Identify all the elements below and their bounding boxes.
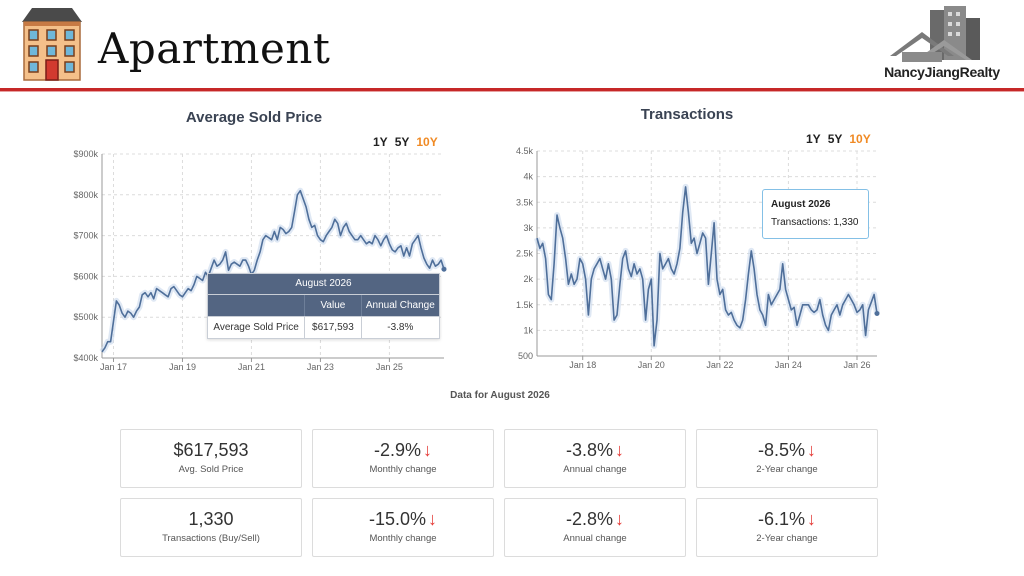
- y-tick-label: $600k: [73, 271, 98, 281]
- y-tick-label: 4.5k: [516, 146, 534, 156]
- x-tick-label: Jan 17: [100, 362, 127, 372]
- stat-label: Monthly change: [369, 464, 437, 475]
- y-tick-label: 500: [518, 351, 533, 361]
- range-5y-button[interactable]: 5Y: [827, 132, 843, 146]
- stat-label: Annual change: [563, 533, 627, 544]
- stat-value: 1,330: [188, 509, 234, 529]
- stat-card: -3.8% ↓ Annual change: [504, 429, 686, 488]
- stat-card: -15.0% ↓ Monthly change: [312, 498, 494, 557]
- company-logo: [890, 6, 980, 62]
- tooltip-header-row: Value Annual Change: [208, 294, 439, 316]
- company-logo-text: NancyJiangRealty: [884, 64, 1000, 80]
- y-tick-label: $900k: [73, 149, 98, 159]
- stat-label: Monthly change: [369, 533, 437, 544]
- avg-price-tooltip: August 2026 Value Annual Change Average …: [207, 273, 440, 339]
- tooltip-value: Transactions: 1,330: [771, 217, 859, 228]
- x-tick-label: Jan 19: [169, 362, 196, 372]
- y-tick-label: 3k: [523, 223, 533, 233]
- tooltip-col-change: Annual Change: [360, 295, 439, 316]
- apartment-building-icon: [22, 8, 82, 81]
- y-tick-label: $500k: [73, 312, 98, 322]
- stat-label: 2-Year change: [756, 464, 818, 475]
- stat-label: Transactions (Buy/Sell): [162, 533, 260, 544]
- x-tick-label: Jan 18: [569, 360, 596, 370]
- down-arrow-icon: ↓: [807, 440, 817, 460]
- x-tick-label: Jan 21: [238, 362, 265, 372]
- x-tick-label: Jan 20: [638, 360, 665, 370]
- y-tick-label: $400k: [73, 353, 98, 363]
- range-5y-button[interactable]: 5Y: [394, 135, 410, 149]
- range-10y-button[interactable]: 10Y: [849, 132, 871, 146]
- stat-card: $617,593 Avg. Sold Price: [120, 429, 302, 488]
- stat-value: -6.1% ↓: [757, 509, 817, 529]
- stat-label: Annual change: [563, 464, 627, 475]
- tooltip-row-value: $617,593: [304, 317, 361, 338]
- stat-value: -2.9% ↓: [373, 440, 433, 460]
- x-tick-label: Jan 25: [376, 362, 403, 372]
- stat-value: -15.0% ↓: [368, 509, 438, 529]
- data-point: [441, 266, 447, 272]
- data-point: [874, 310, 880, 316]
- y-tick-label: $800k: [73, 190, 98, 200]
- x-tick-label: Jan 26: [843, 360, 870, 370]
- x-tick-label: Jan 24: [775, 360, 802, 370]
- tooltip-data-row: Average Sold Price $617,593 -3.8%: [208, 316, 439, 338]
- stat-card: 1,330 Transactions (Buy/Sell): [120, 498, 302, 557]
- transactions-chart-title: Transactions: [640, 106, 734, 123]
- y-tick-label: 4k: [523, 172, 533, 182]
- y-tick-label: 3.5k: [516, 197, 534, 207]
- transactions-range-selector: 1Y 5Y 10Y: [799, 132, 871, 146]
- x-tick-label: Jan 22: [706, 360, 733, 370]
- stat-card: -8.5% ↓ 2-Year change: [696, 429, 878, 488]
- header-divider: [0, 88, 1024, 91]
- down-arrow-icon: ↓: [615, 509, 625, 529]
- y-tick-label: 2.5k: [516, 249, 534, 259]
- stat-value: -8.5% ↓: [757, 440, 817, 460]
- x-tick-label: Jan 23: [307, 362, 334, 372]
- tooltip-heading: August 2026: [208, 274, 439, 294]
- tooltip-row-label: Average Sold Price: [213, 322, 299, 333]
- data-period-label: Data for August 2026: [450, 390, 550, 401]
- stat-label: 2-Year change: [756, 533, 818, 544]
- y-tick-label: 1.5k: [516, 300, 534, 310]
- y-tick-label: 2k: [523, 274, 533, 284]
- tooltip-heading: August 2026: [771, 199, 831, 210]
- range-10y-button[interactable]: 10Y: [416, 135, 438, 149]
- header-divider-shadow: [0, 91, 1024, 92]
- stat-card: -6.1% ↓ 2-Year change: [696, 498, 878, 557]
- transactions-tooltip: August 2026 Transactions: 1,330: [762, 189, 869, 239]
- tooltip-header-blank: [208, 295, 304, 316]
- down-arrow-icon: ↓: [428, 509, 438, 529]
- y-tick-label: $700k: [73, 231, 98, 241]
- avg-price-chart-title: Average Sold Price: [185, 109, 323, 126]
- down-arrow-icon: ↓: [807, 509, 817, 529]
- avg-price-range-selector: 1Y 5Y 10Y: [366, 135, 438, 149]
- stat-label: Avg. Sold Price: [178, 464, 244, 475]
- header: Apartment NancyJiangRealty: [0, 0, 1024, 90]
- stat-value: -3.8% ↓: [565, 440, 625, 460]
- tooltip-col-value: Value: [304, 295, 361, 316]
- stat-value: -2.8% ↓: [565, 509, 625, 529]
- stat-card: -2.9% ↓ Monthly change: [312, 429, 494, 488]
- page-title: Apartment: [98, 24, 331, 73]
- stat-value: $617,593: [173, 440, 249, 460]
- stat-card: -2.8% ↓ Annual change: [504, 498, 686, 557]
- range-1y-button[interactable]: 1Y: [806, 132, 821, 146]
- range-1y-button[interactable]: 1Y: [373, 135, 388, 149]
- y-tick-label: 1k: [523, 325, 533, 335]
- tooltip-row-change: -3.8%: [360, 317, 439, 338]
- down-arrow-icon: ↓: [423, 440, 433, 460]
- down-arrow-icon: ↓: [615, 440, 625, 460]
